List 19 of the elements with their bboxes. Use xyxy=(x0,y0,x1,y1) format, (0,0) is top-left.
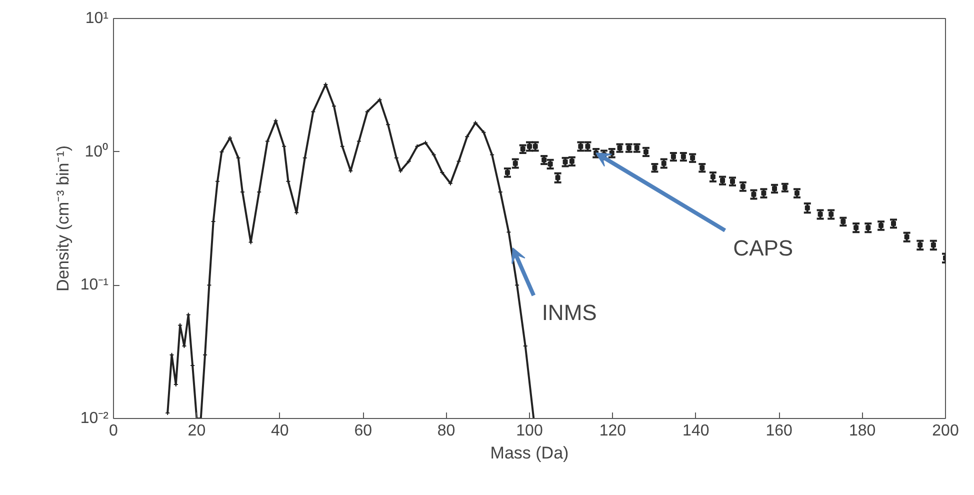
x-tick-label: 100 xyxy=(516,422,543,440)
y-tick-label: 10⁻¹ xyxy=(80,276,108,294)
x-tick-label: 160 xyxy=(766,422,793,440)
x-tick-label: 180 xyxy=(848,422,876,440)
x-tick-label: 60 xyxy=(354,422,372,440)
x-tick-label: 200 xyxy=(932,422,959,440)
x-axis-title: Mass (Da) xyxy=(490,444,569,462)
x-tick-label: 120 xyxy=(599,422,626,440)
y-tick-label: 10⁰ xyxy=(84,142,108,160)
y-tick-label: 10¹ xyxy=(85,10,108,27)
x-tick-label: 0 xyxy=(109,422,118,440)
x-tick-label: 80 xyxy=(437,422,456,440)
y-axis-title: Density (cm⁻³ bin⁻¹) xyxy=(53,145,72,292)
x-tick-label: 20 xyxy=(188,422,206,440)
y-tick-label: 10⁻² xyxy=(80,410,110,427)
x-tick-label: 40 xyxy=(271,422,289,440)
x-tick-label: 140 xyxy=(682,422,710,440)
annotation: CAPS xyxy=(733,235,794,260)
annotation: INMS xyxy=(542,300,597,326)
